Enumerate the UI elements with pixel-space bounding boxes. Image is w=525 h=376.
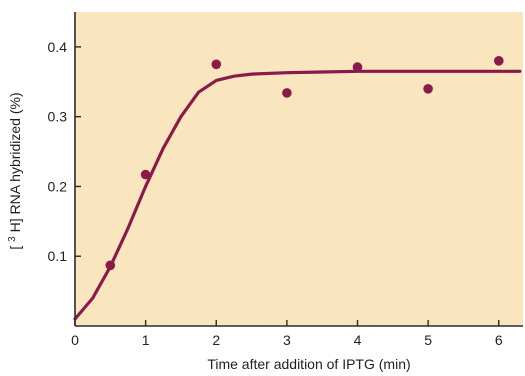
x-tick-label: 2 [212, 332, 220, 348]
x-tick-label: 3 [283, 332, 291, 348]
x-tick-label: 6 [495, 332, 503, 348]
y-axis-title-prefix: [ [7, 246, 23, 250]
fitted-curve [73, 69, 522, 321]
data-point [211, 59, 222, 70]
data-point [140, 169, 151, 180]
point-layer [105, 56, 504, 271]
data-point [105, 260, 116, 271]
data-point [494, 56, 504, 66]
x-axis-title: Time after addition of IPTG (min) [207, 356, 410, 372]
curve-layer [73, 69, 522, 321]
axis-layer [74, 12, 523, 327]
x-tick-label: 4 [354, 332, 362, 348]
y-axis-title-superscript: 3 [7, 236, 18, 242]
y-tick-label: 0.1 [48, 248, 68, 264]
data-point [352, 62, 363, 72]
y-tick-label: 0.3 [48, 109, 68, 125]
y-tick-label: 0.4 [48, 39, 68, 55]
data-point [423, 84, 433, 94]
data-point [282, 88, 292, 98]
y-tick-label: 0.2 [48, 178, 68, 194]
x-tick-label: 0 [71, 332, 79, 348]
x-tick-label: 5 [424, 332, 432, 348]
y-axis-title: [ 3 H] RNA hybridized (%) [2, 92, 23, 249]
x-tick-label: 1 [142, 332, 150, 348]
y-axis-title-suffix: H] RNA hybridized (%) [7, 92, 23, 232]
plot-background [75, 12, 523, 326]
tick-layer: 0 1 2 3 4 5 6 0.1 0.2 0.3 0.4 [48, 39, 503, 348]
